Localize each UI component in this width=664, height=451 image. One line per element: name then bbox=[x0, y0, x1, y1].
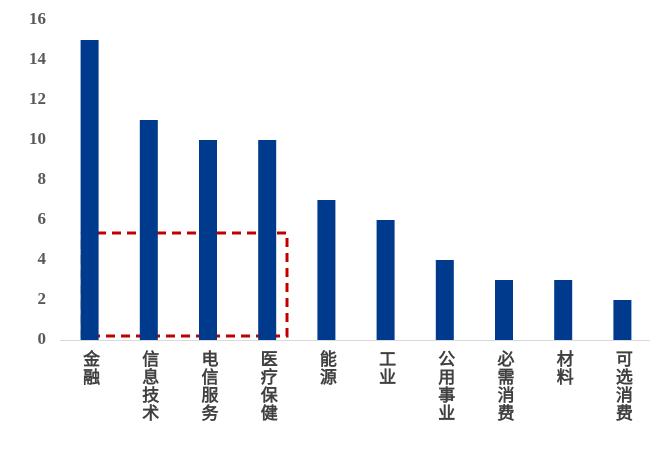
bar bbox=[80, 40, 99, 340]
x-tick-label: 信息技术 bbox=[139, 349, 159, 422]
x-tick-label: 医疗保健 bbox=[258, 350, 279, 422]
x-tick-label: 电信服务 bbox=[199, 349, 219, 422]
bar bbox=[376, 220, 395, 340]
bar bbox=[554, 280, 573, 340]
y-tick-label: 0 bbox=[38, 329, 47, 348]
x-tick-label: 工业 bbox=[376, 350, 396, 386]
y-tick-label: 4 bbox=[38, 249, 47, 268]
x-tick-label: 金融 bbox=[80, 349, 101, 386]
x-tick-label: 公用事业 bbox=[435, 350, 455, 422]
bar bbox=[613, 300, 632, 340]
y-tick-label: 10 bbox=[29, 129, 46, 148]
highlight-box bbox=[80, 231, 289, 338]
y-tick-label: 14 bbox=[29, 49, 47, 68]
y-tick-label: 2 bbox=[38, 289, 47, 308]
x-tick-label: 能源 bbox=[317, 349, 337, 386]
bar bbox=[435, 260, 454, 340]
bar bbox=[495, 280, 513, 340]
x-tick-label: 可选消费 bbox=[613, 350, 633, 422]
y-tick-label: 12 bbox=[29, 89, 46, 108]
bar bbox=[317, 200, 336, 340]
bar bbox=[139, 120, 158, 340]
y-tick-label: 6 bbox=[38, 209, 47, 228]
bar bbox=[199, 140, 217, 340]
y-tick-label: 16 bbox=[29, 9, 46, 28]
y-tick-label: 8 bbox=[38, 169, 47, 188]
bar bbox=[258, 140, 277, 340]
x-tick-label: 必需消费 bbox=[495, 349, 516, 422]
x-tick-label: 材料 bbox=[554, 349, 574, 386]
